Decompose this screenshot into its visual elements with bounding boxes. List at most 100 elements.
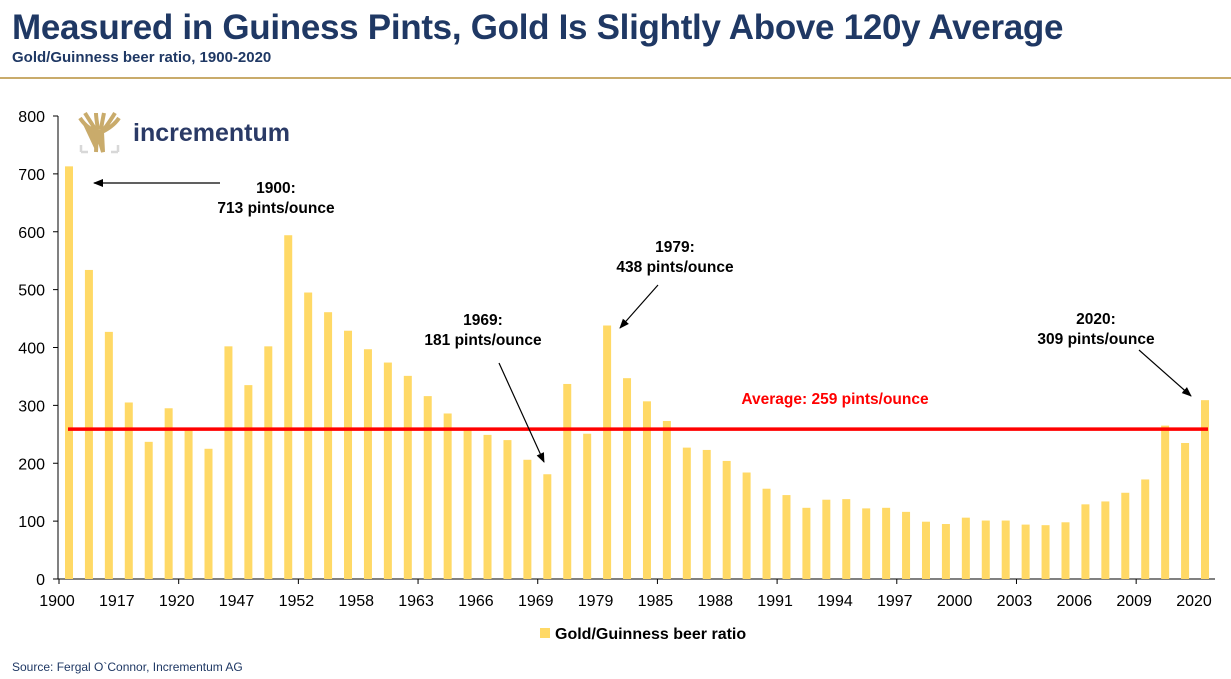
x-tick-label: 2006 [1057,593,1093,610]
bar [65,166,73,579]
y-tick-label: 200 [18,456,45,473]
y-tick-label: 0 [36,572,45,589]
bar [184,430,193,579]
x-tick-label: 1966 [458,593,494,610]
title-divider [0,77,1231,79]
bar [344,330,353,579]
annotation-year: 1979: [655,239,695,256]
bar [1141,479,1150,579]
annotation-arrow [498,362,545,463]
x-tick-label: 1952 [279,593,315,610]
logo: incrementum [78,111,290,154]
bar [1061,522,1070,579]
bar [164,408,173,579]
x-tick-label: 2020 [1176,593,1212,610]
bar [144,441,153,579]
bar [324,312,333,579]
y-tick-label: 100 [18,514,45,531]
annotation-year: 2020: [1076,311,1116,328]
bar [961,517,970,579]
bar [642,401,651,579]
x-tick-label: 1979 [578,593,614,610]
bar [463,430,472,579]
bar [802,507,811,579]
annotation-value: 181 pints/ounce [424,332,542,349]
annotation-arrow [1138,349,1192,397]
y-tick-label: 700 [18,167,45,184]
x-tick-label: 1988 [697,593,733,610]
x-tick-label: 1997 [877,593,913,610]
y-tick-label: 800 [18,109,45,126]
x-tick-label: 2009 [1116,593,1152,610]
bar [423,396,432,579]
bar [1121,492,1130,579]
x-tick-label: 1947 [219,593,255,610]
bar [662,421,671,579]
legend-label: Gold/Guinness beer ratio [555,626,746,643]
bar [682,447,691,579]
x-tick-label: 1991 [757,593,793,610]
bar [204,448,213,579]
bar [244,385,253,579]
bar [882,507,891,579]
source-note: Source: Fergal O`Connor, Incrementum AG [12,660,243,674]
bar [523,459,532,579]
bar [941,524,950,579]
bar [104,331,113,579]
y-tick-label: 600 [18,225,45,242]
chart-title: Measured in Guiness Pints, Gold Is Sligh… [12,8,1064,47]
y-tick-label: 400 [18,341,45,358]
bar [1021,524,1030,579]
bar [503,440,512,579]
bar [284,235,293,579]
bar [1041,525,1050,579]
x-tick-label: 1994 [817,593,853,610]
bar [782,495,791,579]
bar [1001,520,1010,579]
bar [403,375,412,579]
bar [224,346,233,579]
bar [124,402,133,579]
x-tick-label: 1917 [99,593,135,610]
bar [443,413,452,579]
y-tick-label: 500 [18,283,45,300]
bar [902,511,911,579]
average-label: Average: 259 pints/ounce [741,391,929,408]
annotation-arrow [619,284,659,329]
bar [383,362,392,579]
x-tick-label: 1958 [338,593,374,610]
x-tick-label: 2003 [997,593,1033,610]
bar [862,508,871,579]
bar [1181,442,1190,579]
y-tick-label: 300 [18,398,45,415]
chart-subtitle: Gold/Guinness beer ratio, 1900-2020 [12,49,272,66]
bar [842,499,851,579]
annotation-value: 309 pints/ounce [1037,331,1155,348]
bar [1201,400,1209,579]
annotation-year: 1969: [463,312,503,329]
x-tick-label: 1969 [518,593,554,610]
bar [84,269,93,579]
tree-logo-icon [78,111,121,154]
bar [1161,425,1170,579]
annotation-year: 1900: [256,180,296,197]
bar [742,472,751,579]
bar [363,349,372,579]
legend-swatch [540,628,550,638]
bar [1101,501,1110,579]
bar [921,521,930,579]
annotation-value: 713 pints/ounce [217,200,335,217]
bar [722,460,731,579]
bar [264,346,273,579]
annotation-value: 438 pints/ounce [616,259,734,276]
bar [623,378,632,579]
bar [762,488,771,579]
x-tick-label: 2000 [937,593,973,610]
bar [603,325,612,579]
bar [483,434,492,579]
bar [822,499,831,579]
x-tick-label: 1920 [159,593,195,610]
x-tick-label: 1963 [398,593,434,610]
x-tick-label: 1900 [39,593,75,610]
